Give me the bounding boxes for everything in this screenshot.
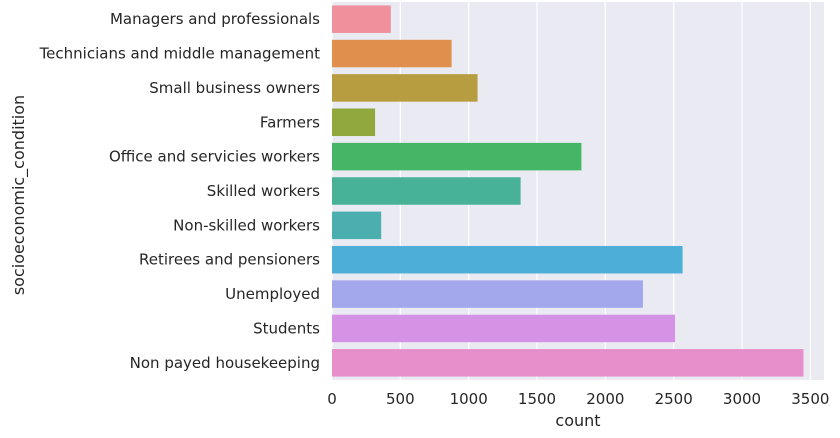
x-tick-label: 3500 xyxy=(791,390,829,408)
category-label: Non payed housekeeping xyxy=(130,354,320,372)
bar xyxy=(332,39,452,68)
category-label: Technicians and middle management xyxy=(39,45,321,63)
x-tick-labels: 0 500 1000 1500 2000 2500 3000 3500 xyxy=(327,390,829,408)
bars xyxy=(332,5,804,377)
category-label: Managers and professionals xyxy=(110,10,320,28)
bar xyxy=(332,5,391,33)
bar xyxy=(332,349,804,377)
bar xyxy=(332,142,582,171)
x-axis-label: count xyxy=(555,411,600,430)
bar xyxy=(332,74,478,102)
y-axis-label: socioeconomic_condition xyxy=(9,95,29,295)
bar xyxy=(332,108,376,137)
bar xyxy=(332,314,676,343)
bar xyxy=(332,245,683,274)
x-tick-label: 500 xyxy=(386,390,415,408)
x-tick-label: 3000 xyxy=(723,390,761,408)
category-label: Students xyxy=(253,319,320,337)
category-label: Farmers xyxy=(260,113,320,131)
x-tick-label: 2000 xyxy=(586,390,624,408)
category-label: Unemployed xyxy=(225,285,320,303)
x-tick-label: 1500 xyxy=(518,390,556,408)
bar xyxy=(332,211,382,240)
x-tick-label: 0 xyxy=(327,390,337,408)
category-labels: Managers and professionals Technicians an… xyxy=(39,10,321,372)
category-label: Small business owners xyxy=(149,79,320,97)
category-label: Skilled workers xyxy=(207,182,320,200)
category-label: Retirees and pensioners xyxy=(139,251,320,269)
category-label: Non-skilled workers xyxy=(173,216,320,234)
x-tick-label: 1000 xyxy=(450,390,488,408)
x-tick-label: 2500 xyxy=(655,390,693,408)
category-label: Office and servicies workers xyxy=(109,148,320,166)
bar xyxy=(332,177,521,205)
bar xyxy=(332,280,643,308)
